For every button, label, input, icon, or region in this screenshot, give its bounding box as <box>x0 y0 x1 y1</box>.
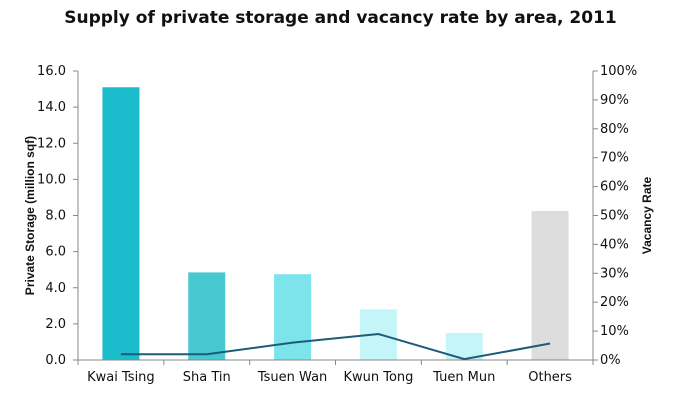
x-tick-label: Sha Tin <box>183 370 231 385</box>
x-tick-label: Tuen Mun <box>432 370 495 385</box>
y2-tick-label: 100% <box>600 64 637 79</box>
y-tick-label: 10.0 <box>37 172 66 187</box>
y-tick-label: 16.0 <box>37 64 66 79</box>
y2-tick-label: 0% <box>600 353 621 368</box>
y-tick-label: 8.0 <box>45 209 66 224</box>
y-tick-label: 12.0 <box>37 136 66 151</box>
bar-tsuen-wan <box>274 274 312 360</box>
vacancy-rate-line <box>120 332 551 361</box>
x-tick-label: Tsuen Wan <box>257 370 327 385</box>
y-tick-label: 2.0 <box>45 317 66 332</box>
x-tick-label: Others <box>528 370 572 385</box>
bar-sha-tin <box>188 272 226 360</box>
bar-kwai-tsing <box>102 87 140 360</box>
y-axis-title: Private Storage (million sqf) <box>23 136 37 295</box>
y2-tick-label: 80% <box>600 122 629 137</box>
y-tick-label: 6.0 <box>45 245 66 260</box>
x-tick-label: Kwun Tong <box>343 370 413 385</box>
y2-tick-label: 90% <box>600 93 629 108</box>
chart-title: Supply of private storage and vacancy ra… <box>64 8 617 28</box>
y-tick-label: 4.0 <box>45 281 66 296</box>
x-tick-label: Kwai Tsing <box>87 370 155 385</box>
y2-tick-label: 40% <box>600 237 629 252</box>
y2-tick-label: 30% <box>600 266 629 281</box>
y2-axis-title: Vacancy Rate <box>640 176 654 254</box>
y-tick-label: 0.0 <box>45 353 66 368</box>
bar-others <box>531 210 569 360</box>
y2-tick-label: 70% <box>600 151 629 166</box>
y-tick-label: 14.0 <box>37 100 66 115</box>
y2-tick-label: 10% <box>600 324 629 339</box>
y2-tick-label: 20% <box>600 295 629 310</box>
y2-tick-label: 60% <box>600 180 629 195</box>
y2-tick-label: 50% <box>600 209 629 224</box>
